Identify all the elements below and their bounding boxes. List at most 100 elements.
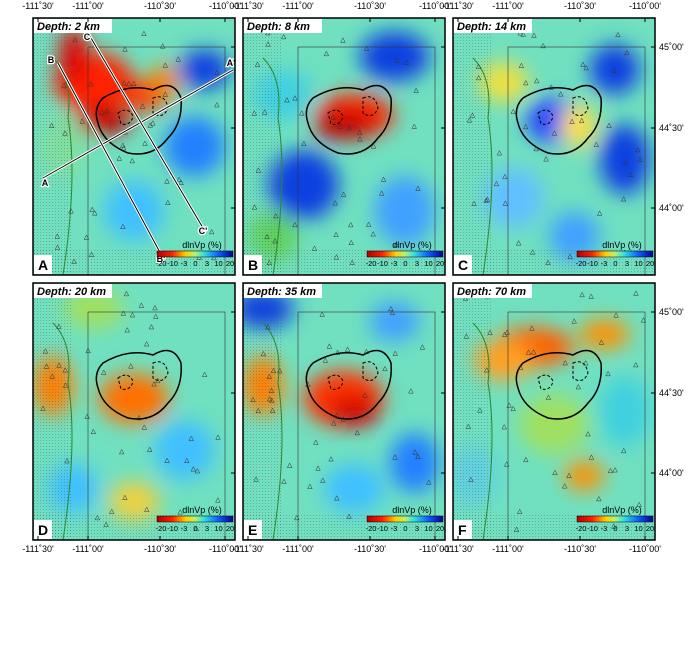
station — [504, 329, 510, 335]
y-axis-label: 45˚00' — [659, 307, 684, 317]
x-axis-label: -111˚30' — [442, 1, 474, 11]
station — [515, 240, 522, 246]
caldera — [515, 84, 602, 155]
colorbar-label: dlnVp (%) — [392, 240, 432, 250]
depth-label: Depth: 20 km — [37, 286, 106, 298]
station — [62, 130, 68, 136]
station — [62, 382, 69, 388]
station — [270, 367, 277, 374]
colorbar-tick: -20 — [366, 524, 377, 533]
panel-letter: F — [458, 522, 467, 538]
station — [201, 371, 208, 377]
station — [475, 63, 482, 69]
station — [334, 495, 340, 501]
station — [266, 259, 272, 266]
colorbar-tick: 0 — [613, 524, 617, 533]
station — [633, 361, 639, 368]
colorbar-tick: 10 — [214, 524, 222, 533]
station — [125, 80, 132, 87]
anomaly — [549, 211, 600, 262]
x-axis-label: -110˚30' — [144, 544, 176, 554]
station — [393, 241, 399, 248]
station — [380, 176, 387, 182]
station — [408, 388, 414, 394]
station — [155, 377, 161, 384]
station — [493, 180, 500, 187]
station — [463, 333, 470, 339]
station — [319, 311, 325, 317]
station — [466, 117, 473, 123]
station — [61, 82, 67, 89]
colorbar-tick: 0 — [403, 524, 407, 533]
station — [357, 136, 363, 142]
station — [637, 156, 643, 162]
velocity-field — [453, 283, 655, 540]
field-blobs — [478, 44, 650, 262]
station — [255, 407, 261, 414]
station — [214, 69, 220, 76]
station — [122, 46, 128, 52]
station — [83, 234, 90, 240]
caldera — [515, 349, 602, 420]
station — [292, 221, 298, 228]
panel-frame — [32, 282, 236, 541]
station — [85, 347, 91, 354]
station — [346, 513, 352, 519]
station — [99, 109, 105, 115]
station — [378, 190, 385, 196]
resurgent-dome — [152, 361, 169, 382]
x-axis-label: -110˚00' — [629, 544, 661, 554]
colorbar-tick: -10 — [587, 524, 598, 533]
section-label: A' — [227, 58, 236, 68]
station — [92, 210, 98, 216]
station — [272, 238, 278, 244]
x-axis-label: -111˚00' — [72, 544, 104, 554]
letter-box — [244, 520, 262, 539]
station — [101, 369, 107, 375]
station — [153, 313, 159, 319]
station — [103, 521, 109, 527]
station — [548, 84, 554, 90]
station — [315, 465, 321, 471]
station — [469, 112, 476, 118]
station — [159, 43, 166, 49]
station — [268, 387, 275, 394]
colorbar-tick: -10 — [377, 259, 388, 268]
station — [370, 231, 376, 237]
velocity-field — [453, 18, 655, 275]
station — [348, 239, 354, 245]
station — [607, 467, 614, 474]
station — [394, 57, 400, 63]
state-line — [472, 57, 493, 275]
anomaly — [560, 103, 597, 148]
station — [496, 150, 503, 156]
station — [465, 423, 472, 429]
resolution-mask — [453, 18, 493, 275]
station — [582, 360, 589, 366]
depth-label: Depth: 2 km — [37, 21, 100, 33]
depth-box — [454, 284, 532, 298]
depth-label: Depth: 8 km — [247, 21, 310, 33]
colorbar-tick: 10 — [214, 259, 222, 268]
section-label: B — [48, 55, 55, 65]
x-axis-label: -111˚00' — [282, 1, 314, 11]
colorbar-tick: -3 — [601, 259, 608, 268]
station — [502, 200, 509, 206]
station — [533, 77, 540, 84]
colorbar-label: dlnVp (%) — [602, 240, 642, 250]
station — [48, 122, 55, 128]
resurgent-dome — [572, 361, 589, 382]
station — [68, 208, 74, 214]
colorbar-tick: 10 — [634, 259, 642, 268]
station — [501, 423, 507, 430]
station — [370, 143, 377, 149]
station — [138, 302, 145, 308]
letter-box — [454, 255, 472, 274]
station — [49, 373, 55, 379]
station — [518, 62, 525, 69]
station — [176, 176, 182, 182]
station — [273, 212, 279, 219]
park-boundary — [507, 46, 646, 275]
resolution-mask — [33, 18, 73, 275]
